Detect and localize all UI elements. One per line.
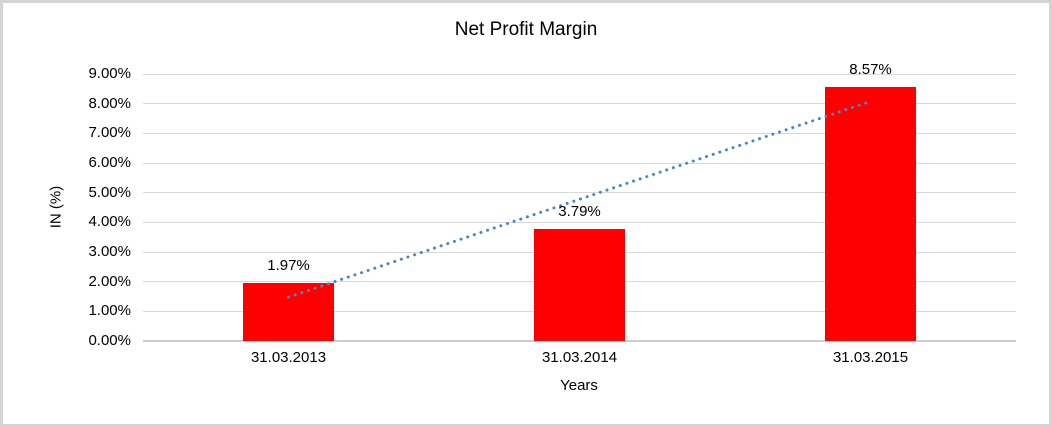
y-tick-label: 8.00% bbox=[88, 94, 131, 112]
gridline bbox=[143, 73, 1016, 75]
bar-31.03.2015 bbox=[825, 86, 916, 341]
data-label: 1.97% bbox=[267, 256, 310, 274]
data-label: 3.79% bbox=[558, 202, 601, 220]
y-tick-label: 1.00% bbox=[88, 302, 131, 320]
x-axis-line bbox=[143, 340, 1016, 342]
x-tick-label: 31.03.2014 bbox=[541, 349, 618, 366]
y-tick-label: 9.00% bbox=[88, 65, 131, 82]
y-tick-label: 4.00% bbox=[88, 213, 131, 231]
bar-31.03.2014 bbox=[534, 228, 625, 341]
x-axis-title: Years bbox=[560, 377, 598, 394]
y-tick-label: 7.00% bbox=[88, 124, 131, 142]
chart-title: Net Profit Margin bbox=[454, 19, 598, 40]
y-tick-label: 3.00% bbox=[88, 243, 131, 260]
data-label: 8.57% bbox=[849, 60, 892, 78]
y-tick-label: 5.00% bbox=[88, 183, 131, 201]
y-tick-label: 2.00% bbox=[88, 272, 131, 290]
y-tick-label: 0.00% bbox=[88, 332, 131, 349]
y-tick-label: 6.00% bbox=[88, 154, 131, 171]
x-tick-label: 31.03.2013 bbox=[250, 349, 327, 366]
bar-31.03.2013 bbox=[243, 282, 334, 341]
x-tick-label: 31.03.2015 bbox=[832, 349, 909, 366]
